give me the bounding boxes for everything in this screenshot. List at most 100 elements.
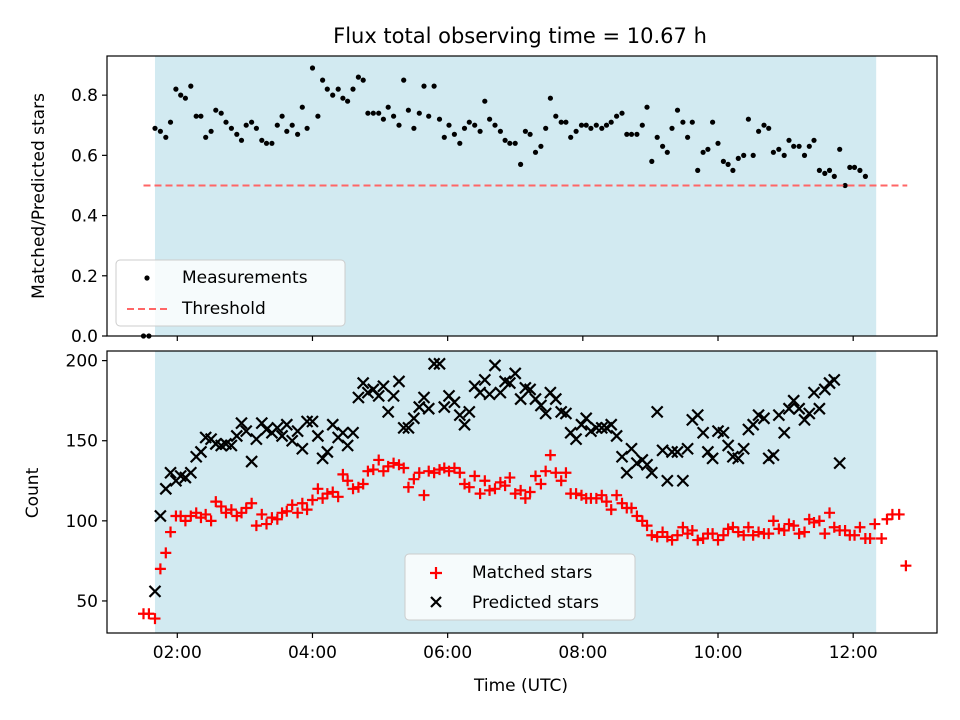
measurement-point (776, 146, 782, 152)
bottom-y-ticks: 50 100 150 200 (66, 352, 107, 612)
predicted-star-marker (488, 359, 502, 372)
measurement-point (253, 125, 259, 131)
matched-star-marker (499, 480, 511, 492)
predicted-star-marker (802, 407, 816, 420)
predicted-star-marker (473, 386, 487, 399)
matched-star-marker (306, 494, 318, 506)
count-points (137, 357, 912, 625)
predicted-star-marker (508, 367, 522, 380)
predicted-star-marker (595, 421, 609, 435)
predicted-star-marker (422, 402, 436, 415)
measurement-point (603, 122, 610, 128)
measurement-point (269, 140, 275, 146)
chart-title: Flux total observing time = 10.67 h (333, 24, 707, 48)
matched-star-marker (240, 502, 252, 514)
predicted-star-marker (827, 373, 841, 387)
measurement-point (426, 113, 432, 119)
predicted-star-marker (275, 429, 289, 443)
predicted-star-marker (610, 429, 623, 443)
matched-star-marker (742, 521, 754, 533)
matched-star-marker (225, 504, 237, 516)
measurement-point (770, 149, 777, 155)
bottom-legend: Matched stars Predicted stars (404, 553, 636, 621)
matched-star-marker (535, 478, 547, 490)
predicted-star-marker (230, 429, 244, 443)
matched-star-marker (641, 520, 653, 532)
predicted-star-marker (427, 357, 441, 371)
matched-star-marker (540, 465, 552, 477)
measurement-point (689, 119, 695, 125)
predicted-star-marker (590, 421, 603, 435)
matched-star-marker (778, 524, 790, 536)
measurement-point (761, 122, 767, 128)
measurement-points (140, 65, 869, 339)
measurement-point (198, 113, 204, 119)
matched-star-marker (321, 488, 333, 500)
measurement-point (335, 86, 341, 92)
measurement-point (182, 95, 188, 101)
matched-star-marker (666, 534, 678, 546)
measurement-point (243, 122, 249, 128)
measurement-point (401, 77, 407, 83)
y-tick-label: 0.0 (71, 327, 98, 347)
measurement-point (811, 137, 817, 143)
matched-star-marker (143, 608, 155, 620)
measurement-point (831, 173, 837, 179)
measurement-point (786, 137, 792, 143)
measurement-point (680, 119, 686, 125)
measurement-point (527, 131, 533, 137)
predicted-star-marker (291, 424, 304, 438)
predicted-star-marker (336, 426, 350, 439)
predicted-star-marker (306, 415, 319, 428)
predicted-star-marker (559, 407, 573, 420)
measurement-point (507, 140, 513, 146)
matched-star-marker (210, 496, 222, 508)
predicted-star-marker (326, 418, 340, 431)
matched-star-marker (763, 528, 775, 540)
measurement-point (735, 155, 741, 161)
predicted-star-marker (575, 418, 588, 431)
matched-star-marker (788, 520, 800, 532)
measurement-point (167, 119, 174, 125)
predicted-star-marker (478, 373, 492, 387)
y-tick-label: 0.6 (71, 146, 98, 166)
measurement-point (421, 83, 427, 89)
matched-star-marker (373, 454, 385, 466)
predicted-star-marker (620, 466, 634, 480)
measurement-point (208, 128, 214, 134)
measurement-point (466, 119, 472, 125)
measurement-point (745, 116, 752, 122)
predicted-star-marker (671, 445, 684, 459)
measurement-point (497, 128, 503, 134)
matched-star-marker (686, 524, 698, 536)
matched-star-marker (271, 513, 283, 525)
matched-star-marker (605, 504, 617, 516)
matched-star-marker (362, 465, 374, 477)
matched-star-marker (824, 507, 836, 519)
top-x-ticks (176, 336, 854, 341)
measurement-point (822, 170, 828, 176)
measurement-point (391, 113, 397, 119)
bottom-panel: 50 100 150 200 02:00 04:00 06:00 08:00 10:00 12:… (23, 350, 938, 696)
measurement-point (228, 125, 234, 131)
top-panel: 0.00.20.40.60.8 Matched/Predicted stars … (29, 55, 938, 347)
matched-star-marker (454, 467, 466, 479)
measurement-point (376, 110, 382, 116)
measurement-point (558, 119, 564, 125)
matched-star-marker (301, 504, 313, 516)
matched-star-marker (727, 521, 739, 533)
matched-star-marker (849, 529, 861, 541)
predicted-star-marker (782, 402, 796, 415)
measurement-point (857, 167, 863, 173)
matched-star-marker (479, 475, 491, 487)
measurement-point (664, 149, 670, 155)
matched-star-marker (205, 515, 217, 527)
measurement-point (512, 140, 518, 146)
matched-star-marker (793, 528, 805, 540)
measurement-point (518, 161, 524, 167)
measurement-point (720, 158, 727, 164)
predicted-star-marker (640, 458, 654, 472)
predicted-star-marker (691, 408, 705, 422)
predicted-star-marker (523, 383, 537, 396)
predicted-star-marker (453, 408, 467, 422)
